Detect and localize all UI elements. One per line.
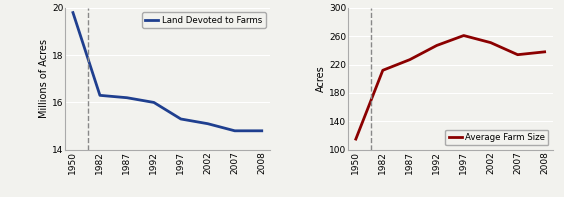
Y-axis label: Millions of Acres: Millions of Acres [39, 39, 49, 118]
Legend: Average Farm Size: Average Farm Size [445, 129, 548, 145]
Y-axis label: Acres: Acres [316, 65, 327, 92]
Legend: Land Devoted to Farms: Land Devoted to Farms [142, 12, 266, 28]
